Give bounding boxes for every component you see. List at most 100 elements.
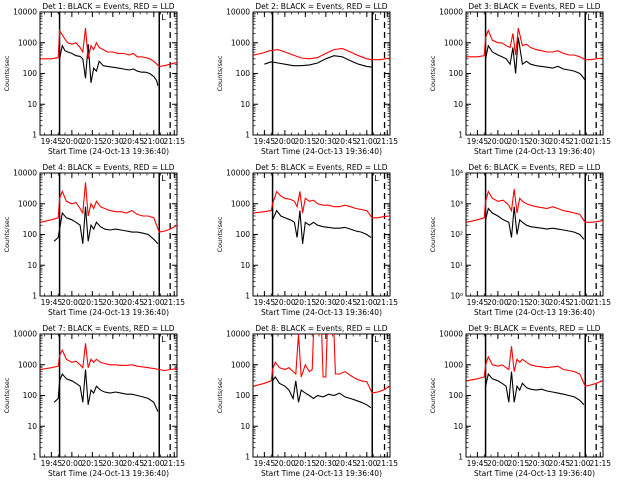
y-tick-label: 10 <box>27 261 37 270</box>
series-line-lld <box>40 28 177 67</box>
marker-label: L <box>587 335 592 344</box>
y-tick-label: 10⁴ <box>450 169 463 178</box>
x-tick-label: 20:00 <box>274 137 296 146</box>
x-tick-label: 20:45 <box>548 459 570 468</box>
y-tick-label: 10 <box>27 422 37 431</box>
x-tick-label: 21:00 <box>356 459 378 468</box>
marker-label: L <box>161 13 166 22</box>
x-tick-label: 20:30 <box>528 137 550 146</box>
y-tick-label: 1000 <box>444 38 463 47</box>
series-line-lld <box>40 182 177 233</box>
y-tick-label: 10² <box>450 230 463 239</box>
x-tick-label: 20:45 <box>335 298 357 307</box>
x-tick-label: 20:45 <box>122 459 144 468</box>
x-axis-label: Start Time (24-Oct-13 19:36:40) <box>474 147 595 156</box>
x-tick-label: 21:15 <box>163 137 185 146</box>
series-line-events <box>53 369 159 412</box>
panel-det-2: Det 2: BLACK = Events, RED = LLD Counts/s… <box>216 2 398 156</box>
plot-title: Det 5: BLACK = Events, RED = LLD <box>255 163 387 172</box>
y-tick-label: 1 <box>458 131 463 140</box>
plot-frame <box>465 333 604 458</box>
plot-title: Det 1: BLACK = Events, RED = LLD <box>42 2 174 11</box>
x-tick-label: 21:15 <box>376 137 398 146</box>
y-tick-label: 100 <box>449 69 464 78</box>
x-tick-label: 20:45 <box>122 298 144 307</box>
marker-label: L <box>374 335 379 344</box>
plot-frame <box>465 172 604 297</box>
series-line-lld <box>466 189 603 223</box>
series-line-lld <box>253 190 390 219</box>
y-tick-label: 10 <box>453 422 463 431</box>
x-tick-label: 20:30 <box>315 459 337 468</box>
x-tick-label: 20:30 <box>528 459 550 468</box>
x-tick-label: 20:00 <box>274 298 296 307</box>
panel-det-4: Det 4: BLACK = Events, RED = LLD Counts/s… <box>3 163 185 317</box>
series-line-events <box>272 209 372 244</box>
x-tick-label: 19:45 <box>467 137 489 146</box>
x-tick-label: 19:45 <box>467 459 489 468</box>
y-tick-label: 1 <box>32 131 37 140</box>
y-tick-label: 1 <box>245 131 250 140</box>
plot-frame <box>252 333 391 458</box>
x-tick-label: 20:30 <box>528 298 550 307</box>
x-tick-label: 21:15 <box>163 298 185 307</box>
y-tick-label: 1 <box>32 292 37 301</box>
plot-title: Det 2: BLACK = Events, RED = LLD <box>255 2 387 11</box>
panel-det-5: Det 5: BLACK = Events, RED = LLD Counts/s… <box>216 163 398 317</box>
y-tick-label: 10000 <box>439 330 463 339</box>
y-tick-label: 10 <box>27 100 37 109</box>
y-tick-label: 1 <box>245 292 250 301</box>
y-axis-label: Counts/sec <box>429 216 437 252</box>
x-tick-label: 21:00 <box>569 298 591 307</box>
y-tick-label: 1 <box>458 453 463 462</box>
plot-title: Det 8: BLACK = Events, RED = LLD <box>255 324 387 333</box>
x-tick-label: 21:15 <box>163 459 185 468</box>
plot-title: Det 7: BLACK = Events, RED = LLD <box>42 324 174 333</box>
x-axis-label: Start Time (24-Oct-13 19:36:40) <box>261 308 382 317</box>
panel-det-7: Det 7: BLACK = Events, RED = LLD Counts/s… <box>3 324 185 478</box>
series-line-lld <box>253 47 390 61</box>
y-tick-label: 100 <box>23 69 38 78</box>
x-tick-label: 19:45 <box>41 459 63 468</box>
x-tick-label: 20:15 <box>82 298 104 307</box>
y-tick-label: 10⁰ <box>450 292 463 301</box>
y-tick-label: 10 <box>240 261 250 270</box>
y-tick-label: 10000 <box>13 330 37 339</box>
x-axis-label: Start Time (24-Oct-13 19:36:40) <box>474 469 595 478</box>
y-axis-label: Counts/sec <box>3 377 11 413</box>
y-tick-label: 1000 <box>444 360 463 369</box>
x-tick-label: 21:00 <box>569 459 591 468</box>
series-line-events <box>264 55 373 68</box>
plot-title: Det 6: BLACK = Events, RED = LLD <box>468 163 600 172</box>
x-tick-label: 20:15 <box>508 298 530 307</box>
x-tick-label: 21:00 <box>143 137 165 146</box>
plot-title: Det 4: BLACK = Events, RED = LLD <box>42 163 174 172</box>
y-tick-label: 10³ <box>450 199 463 208</box>
y-tick-label: 10 <box>453 100 463 109</box>
y-tick-label: 10 <box>240 422 250 431</box>
y-axis-label: Counts/sec <box>216 377 224 413</box>
y-tick-label: 100 <box>23 391 38 400</box>
x-tick-label: 20:30 <box>315 298 337 307</box>
plot-title: Det 3: BLACK = Events, RED = LLD <box>468 2 600 11</box>
series-line-lld <box>466 346 603 387</box>
y-tick-label: 1000 <box>18 199 37 208</box>
panel-det-1: Det 1: BLACK = Events, RED = LLD Counts/s… <box>3 2 185 156</box>
y-axis-label: Counts/sec <box>216 216 224 252</box>
panel-det-8: Det 8: BLACK = Events, RED = LLD Counts/s… <box>216 324 398 478</box>
x-tick-label: 19:45 <box>254 137 276 146</box>
x-tick-label: 21:15 <box>589 298 611 307</box>
series-line-lld <box>40 343 177 372</box>
y-tick-label: 1 <box>245 453 250 462</box>
y-tick-label: 10000 <box>439 8 463 17</box>
x-axis-label: Start Time (24-Oct-13 19:36:40) <box>261 147 382 156</box>
x-tick-label: 20:15 <box>295 298 317 307</box>
panel-det-9: Det 9: BLACK = Events, RED = LLD Counts/s… <box>429 324 611 478</box>
x-tick-label: 21:00 <box>356 298 378 307</box>
x-tick-label: 20:00 <box>61 459 83 468</box>
x-tick-label: 19:45 <box>467 298 489 307</box>
x-tick-label: 20:15 <box>508 137 530 146</box>
marker-label: L <box>374 174 379 183</box>
y-tick-label: 1000 <box>18 38 37 47</box>
